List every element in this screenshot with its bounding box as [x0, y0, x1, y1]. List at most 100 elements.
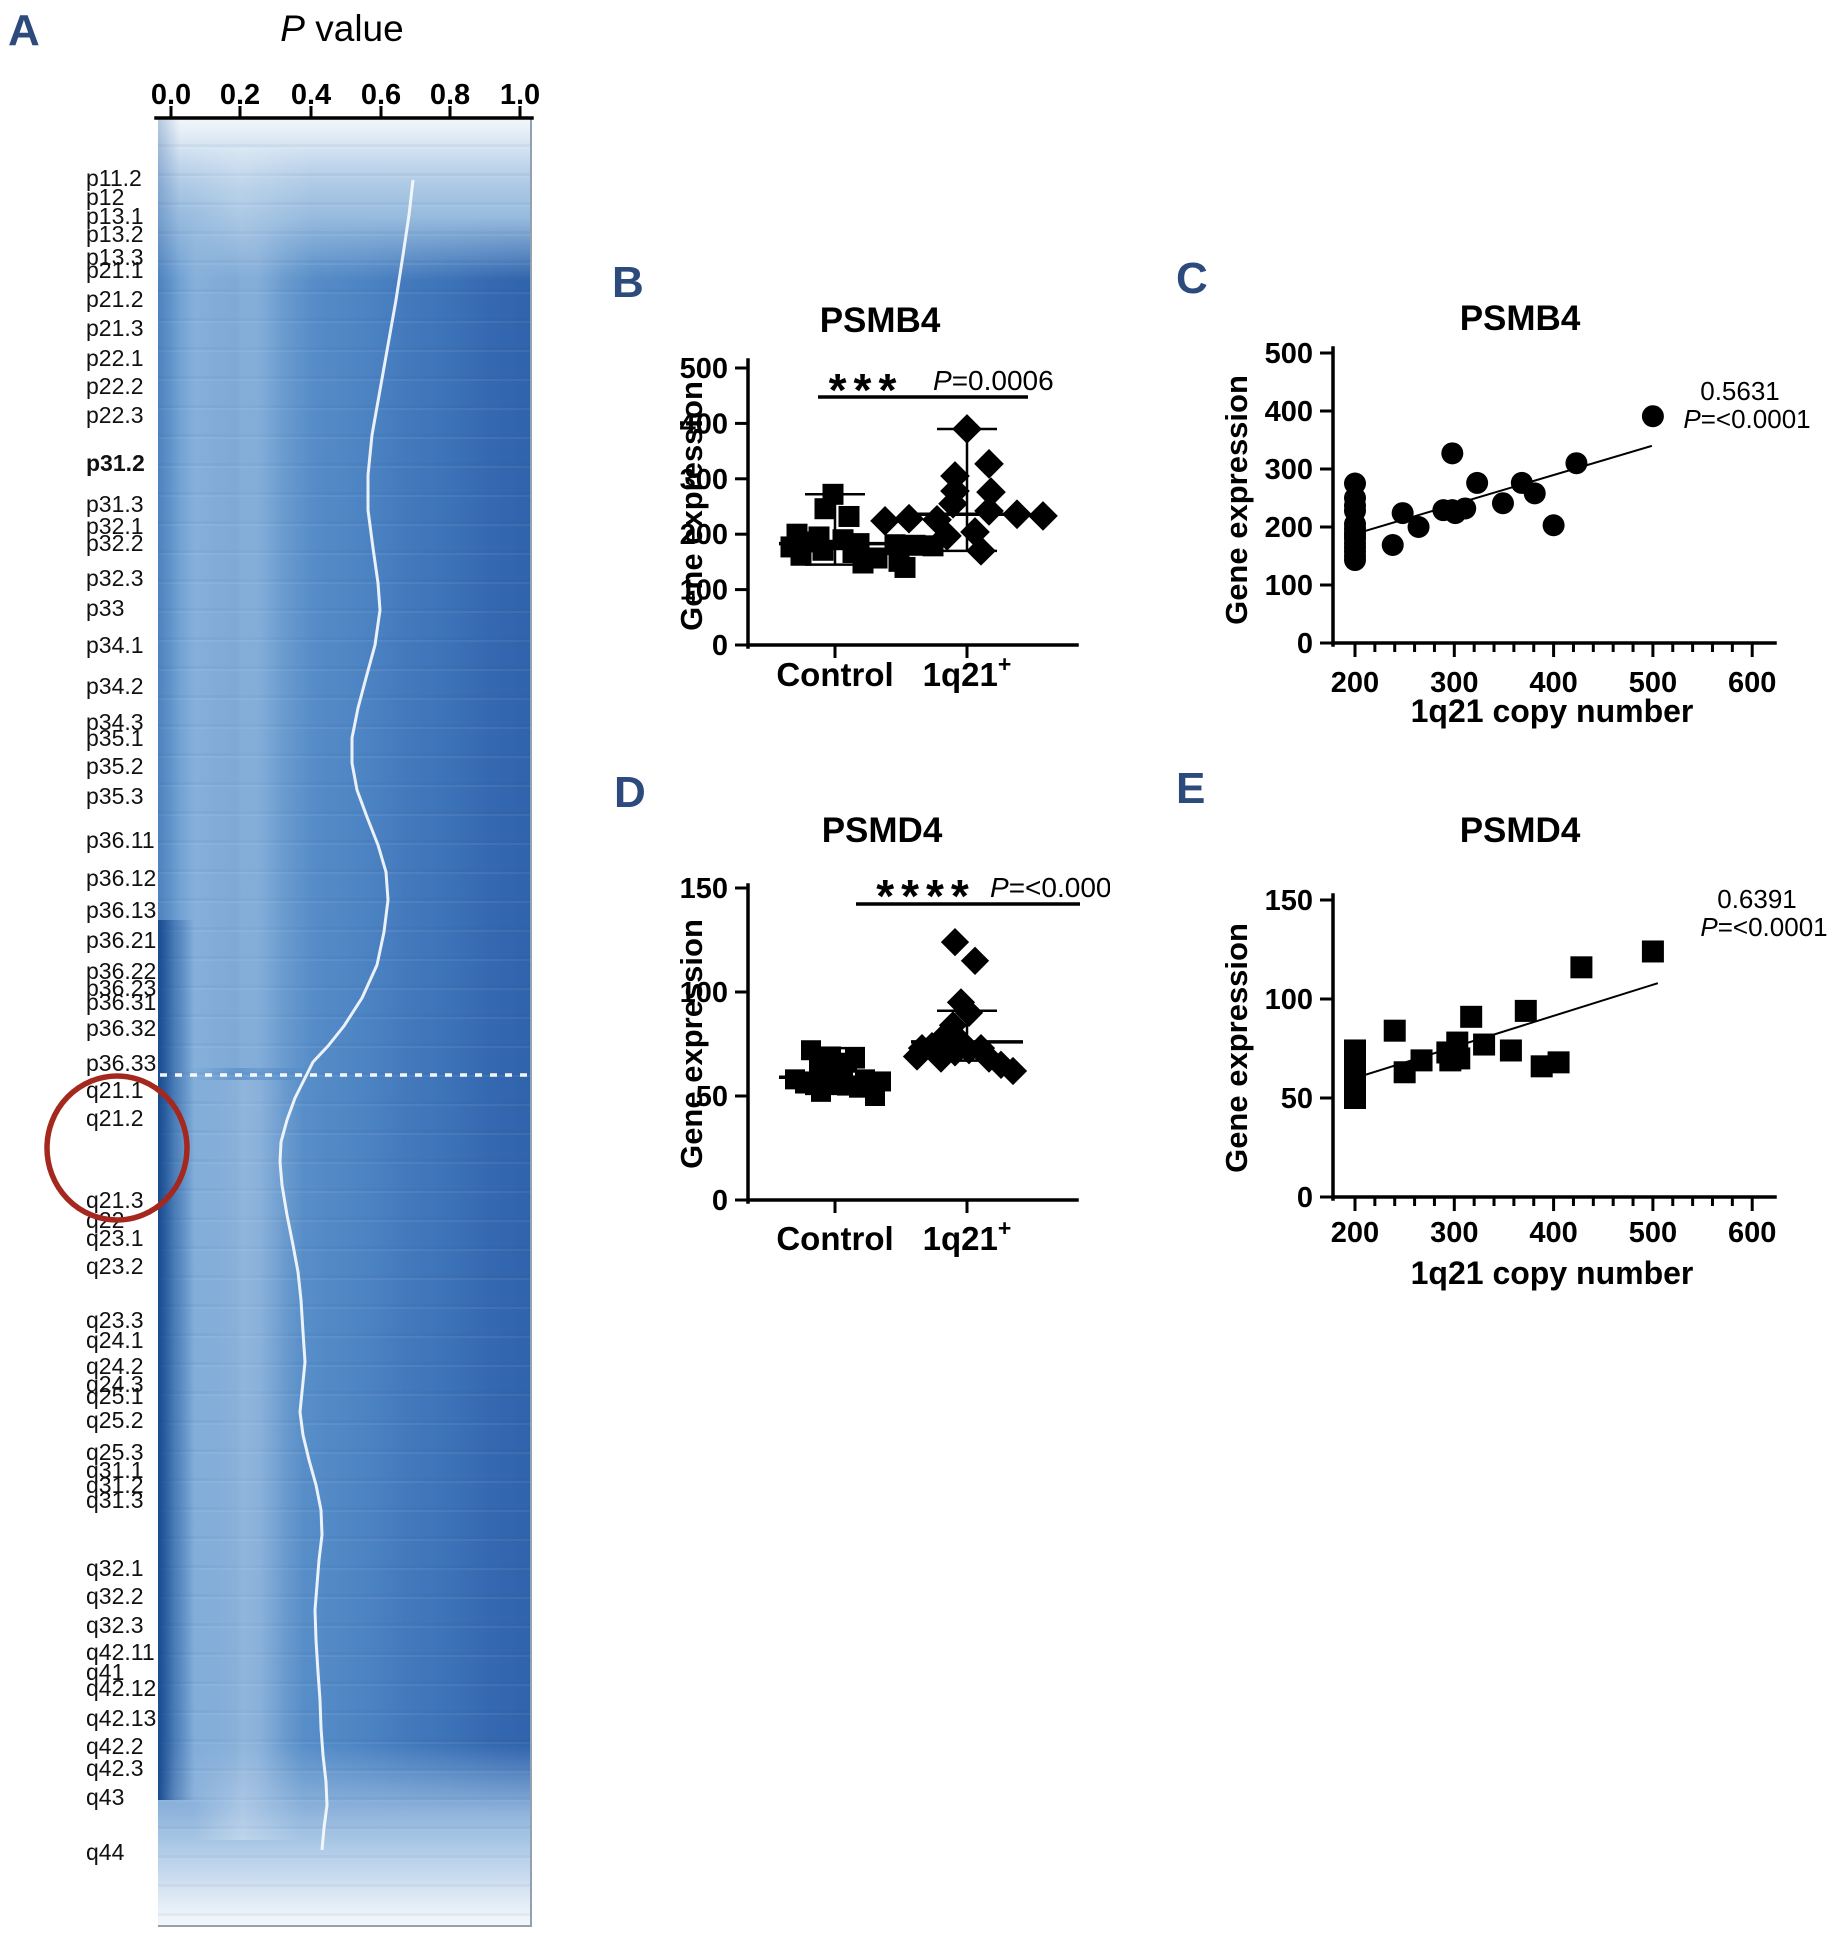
data-point	[1344, 549, 1366, 572]
y-axis-tick-label: 100	[680, 575, 728, 607]
data-point	[1448, 1047, 1471, 1070]
data-point	[932, 521, 962, 551]
chromosome-band-label: q23.3	[86, 1307, 144, 1333]
y-axis-tick-label: 500	[680, 353, 728, 385]
data-point	[790, 544, 812, 566]
y-axis-tick-label: 200	[1265, 512, 1313, 544]
chromosome-band-label: q31.1	[86, 1457, 144, 1483]
chromosome-band-label: q25.1	[86, 1383, 144, 1409]
x-axis-tick-label: 400	[1529, 667, 1577, 699]
chart-title-c: PSMB4	[1460, 299, 1581, 338]
chromosome-band-label: q41	[86, 1659, 125, 1685]
data-point	[974, 448, 1004, 479]
pvalue-axis-tick-label: 1.0	[500, 79, 540, 111]
x-axis-tick-label: 300	[1430, 1217, 1478, 1249]
x-axis-tick-label: 600	[1728, 667, 1776, 699]
chart-title-e: PSMD4	[1460, 811, 1581, 850]
chromosome-band-label: p36.22	[86, 958, 157, 984]
chromosome-band-label: p36.23	[86, 975, 157, 1001]
chromosome-band-label: p21.3	[86, 315, 144, 341]
data-point	[894, 556, 916, 578]
data-point	[795, 1073, 815, 1094]
chromosome-band-label: p22.3	[86, 402, 144, 428]
x-axis-label-c: 1q21 copy number	[1411, 693, 1694, 729]
y-axis-tick-label: 50	[1281, 1083, 1313, 1115]
chromosome-band-label: q32.1	[86, 1555, 144, 1581]
chromosome-band-label: p13.1	[86, 203, 144, 229]
pvalue-title-rest: value	[304, 8, 404, 49]
x-axis-tick-label: 500	[1629, 1217, 1677, 1249]
chromosome-heatmap	[158, 118, 532, 1927]
correlation-pvalue-c: P=<0.0001	[1683, 404, 1810, 434]
chromosome-band-label: p35.2	[86, 753, 144, 779]
y-axis-tick-label: 150	[1265, 885, 1313, 917]
chromosome-band-label: q42.3	[86, 1755, 144, 1781]
pvalue-title-italic: P	[280, 8, 305, 49]
data-point	[1391, 502, 1414, 525]
data-point	[998, 1056, 1028, 1086]
chart-title-d: PSMD4	[822, 811, 943, 850]
chromosome-band-label: q32.3	[86, 1612, 144, 1638]
data-point	[811, 1081, 831, 1102]
data-point	[952, 414, 982, 444]
correlation-value-e: 0.6391	[1717, 884, 1797, 914]
group-label-control-d: Control	[776, 1220, 893, 1257]
significance-stars-d: ****	[876, 870, 976, 922]
chart-panel-c: 0 100 200 300 400 500 200 300 400 500 600 PSMB4 Ge…	[1219, 299, 1811, 729]
data-point	[966, 535, 996, 566]
data-point	[1002, 499, 1032, 530]
x-axis-tick-label: 300	[1430, 667, 1478, 699]
data-point	[1466, 471, 1489, 494]
chromosome-band-label: p13.3	[86, 244, 144, 270]
pvalue-axis: 0.0 0.2 0.4 0.6 0.8 1.0	[151, 79, 540, 120]
data-point	[926, 1044, 956, 1073]
data-point	[1407, 516, 1430, 538]
y-axis-tick-label: 150	[680, 873, 728, 905]
correlation-value-c: 0.5631	[1700, 376, 1780, 406]
data-point	[902, 1042, 932, 1071]
data-point	[814, 498, 836, 520]
chromosome-band-label: p22.2	[86, 373, 144, 399]
y-axis-tick-label: 400	[1265, 396, 1313, 428]
chromosome-band-label: q24.2	[86, 1353, 144, 1379]
y-axis-label-c: Gene expression	[1219, 375, 1254, 625]
data-point	[1028, 501, 1058, 531]
chromosome-band-label: p21.1	[86, 257, 144, 283]
chart-panel-d: 0 50 100 150 PSMD4 Gene expression **** P=<…	[674, 811, 1110, 1257]
y-axis-tick-label: 500	[1265, 338, 1313, 370]
data-point	[1410, 1049, 1433, 1072]
data-point	[954, 998, 984, 1027]
chromosome-band-label: p34.3	[86, 709, 144, 735]
x-axis-label-e: 1q21 copy number	[1411, 1255, 1694, 1291]
chromosome-band-label: p33	[86, 595, 125, 621]
chromosome-band-label: q31.2	[86, 1472, 144, 1498]
significance-pvalue-b: P=0.0006	[933, 365, 1054, 396]
data-point	[1381, 533, 1404, 556]
x-axis-tick-label: 500	[1629, 667, 1677, 699]
chromosome-band-label: q43	[86, 1784, 125, 1810]
chromosome-band-label: q21.3	[86, 1187, 144, 1213]
chromosome-band-label: p22.1	[86, 345, 144, 371]
y-axis-tick-label: 0	[1297, 1182, 1313, 1214]
chromosome-band-label: p13.2	[86, 221, 144, 247]
heatmap-left-dark-band	[158, 920, 194, 1800]
data-point	[1460, 1005, 1483, 1028]
data-point	[1641, 405, 1664, 428]
chromosome-band-label: p36.12	[86, 865, 157, 891]
correlation-pvalue-e: P=<0.0001	[1700, 912, 1827, 942]
significance-stars-b: ***	[829, 364, 904, 416]
y-axis-label-d: Gene expression	[674, 919, 709, 1169]
pvalue-axis-tick-label: 0.2	[220, 79, 260, 111]
panel-label-d: D	[614, 768, 646, 817]
chromosome-band-label: q42.2	[86, 1733, 144, 1759]
data-point	[1514, 999, 1537, 1022]
y-axis-tick-label: 300	[1265, 454, 1313, 486]
chromosome-band-label: q24.3	[86, 1371, 144, 1397]
chromosome-band-label: q25.3	[86, 1439, 144, 1465]
data-point	[1344, 1087, 1366, 1109]
chromosome-band-label: p32.1	[86, 513, 144, 539]
chart-panel-e: 0 50 100 150 200 300 400 500 600 PSMD4 Gene expr…	[1219, 811, 1828, 1291]
data-point	[1547, 1051, 1570, 1074]
data-point	[904, 534, 926, 556]
